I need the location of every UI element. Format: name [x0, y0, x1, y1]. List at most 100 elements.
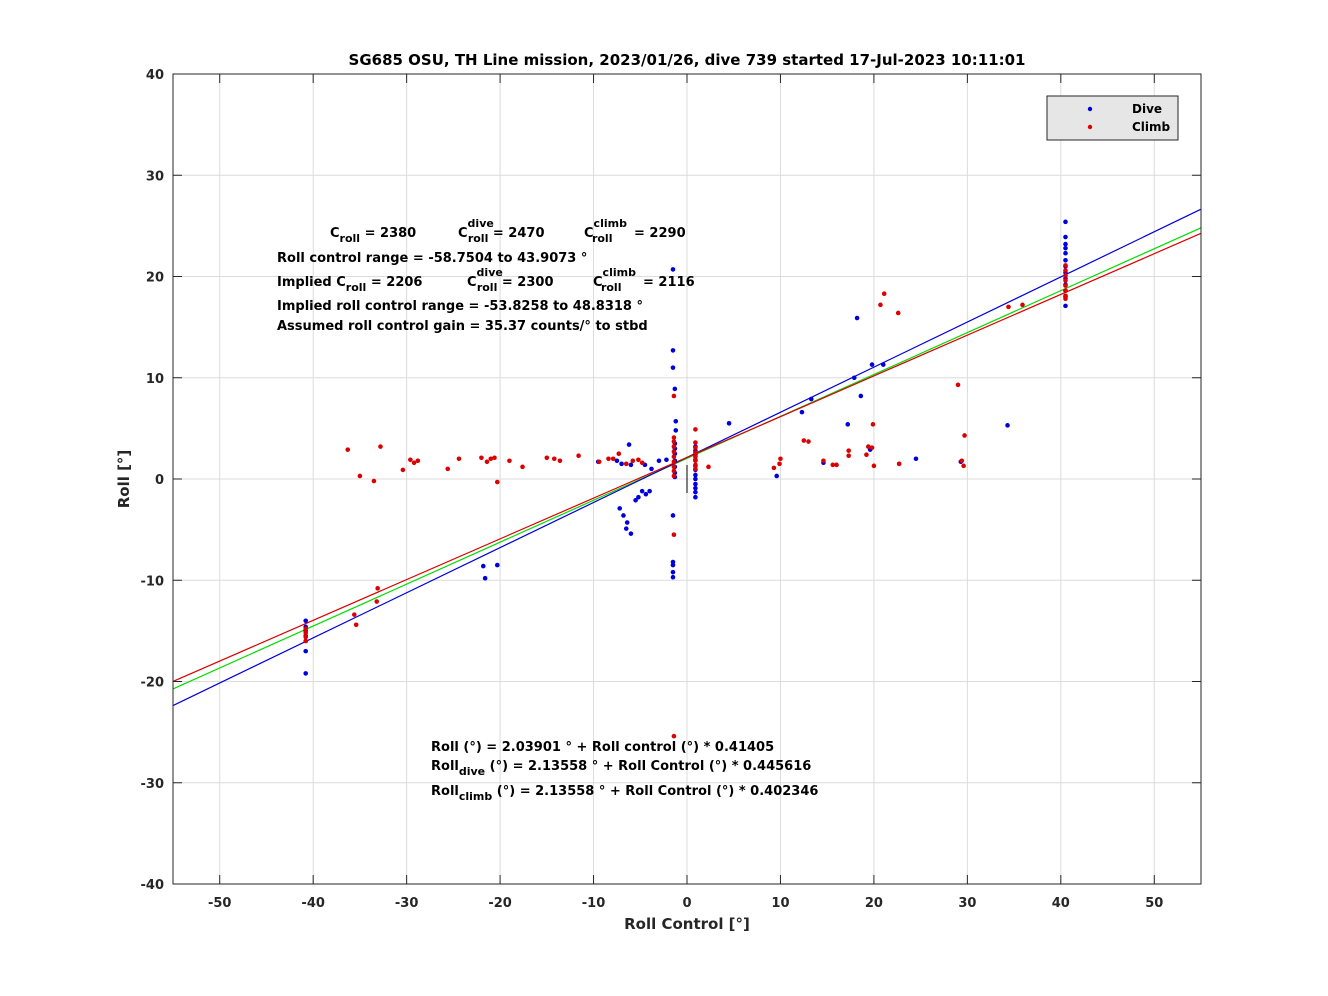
climb-point: [1063, 273, 1068, 278]
dive-point: [623, 526, 629, 531]
dive-point: [808, 396, 814, 402]
dive-point: [693, 489, 698, 495]
climb-point: [415, 458, 421, 464]
climb-point: [821, 458, 826, 464]
dive-point: [774, 473, 780, 479]
climb-point: [806, 439, 811, 444]
dive-point: [664, 457, 669, 463]
dive-point: [673, 428, 679, 433]
y-tick-label: -40: [141, 878, 165, 893]
dive-point: [303, 648, 309, 654]
x-tick-label: 0: [682, 896, 691, 911]
climb-point: [303, 626, 309, 632]
dive-point: [303, 671, 309, 676]
x-tick-label: -20: [488, 896, 512, 911]
climb-point: [864, 452, 869, 458]
x-axis-label: Roll Control [°]: [624, 915, 750, 933]
climb-point: [345, 447, 351, 452]
climb-point: [445, 466, 451, 472]
dive-point: [726, 421, 732, 426]
fit-climb-line: [172, 232, 1202, 682]
climb-point: [1063, 288, 1068, 293]
climb-point: [896, 461, 902, 467]
climb-point: [1063, 263, 1068, 268]
climb-point: [1006, 304, 1011, 310]
climb-point: [693, 458, 698, 464]
climb-point: [869, 445, 875, 450]
implied-c-roll-dive-annotation: Cdive roll = 2300: [467, 266, 554, 294]
climb-point: [488, 456, 494, 462]
climb-point: [623, 461, 629, 467]
dive-point: [1063, 303, 1068, 309]
x-tick-label: -10: [582, 896, 606, 911]
climb-point: [771, 465, 777, 471]
climb-point: [408, 457, 413, 463]
climb-point: [520, 464, 525, 470]
climb-point: [693, 466, 698, 472]
dive-point: [1063, 258, 1068, 263]
x-tick-label: -30: [395, 896, 419, 911]
dive-point: [633, 497, 638, 503]
c-roll-dive-annotation: Cdive roll = 2470: [458, 217, 545, 245]
y-tick-label: 10: [146, 372, 164, 387]
dive-point: [626, 442, 632, 447]
dive-point: [643, 491, 649, 497]
climb-point: [881, 291, 887, 297]
fit-equation-all: Roll (°) = 2.03901 ° + Roll control (°) …: [431, 740, 774, 755]
y-tick-label: -30: [141, 777, 165, 792]
climb-point: [959, 458, 965, 464]
dive-point: [303, 618, 309, 624]
dive-point: [1063, 219, 1068, 225]
climb-point: [693, 445, 698, 450]
climb-point: [961, 463, 966, 469]
legend: Dive Climb: [1046, 95, 1179, 141]
y-axis-label: Roll [°]: [115, 450, 133, 509]
dive-point: [624, 520, 630, 525]
climb-point: [801, 438, 807, 443]
climb-point: [551, 456, 557, 462]
implied-c-roll-climb-annotation: Cclimb roll = 2116: [593, 266, 695, 294]
implied-c-roll-annotation: Implied Croll = 2206: [277, 275, 422, 294]
climb-point: [378, 444, 383, 449]
dive-point: [1063, 241, 1068, 247]
climb-point: [671, 468, 677, 474]
climb-point: [411, 460, 417, 466]
climb-point: [671, 435, 677, 440]
dive-point: [693, 494, 698, 500]
dive-point: [670, 365, 676, 370]
climb-point: [830, 462, 836, 468]
climb-point: [671, 459, 677, 465]
y-tick-label: 40: [146, 68, 164, 83]
dive-point: [670, 562, 676, 568]
climb-point: [352, 612, 357, 617]
climb-point: [834, 462, 839, 468]
climb-point: [606, 456, 611, 462]
climb-point: [878, 302, 883, 308]
dive-point: [913, 456, 919, 462]
x-tick-label: 40: [1052, 896, 1070, 911]
climb-point: [494, 479, 500, 485]
climb-point: [693, 427, 698, 432]
dive-point: [670, 267, 676, 272]
climb-point: [576, 453, 581, 459]
climb-point: [706, 464, 711, 470]
climb-point: [544, 455, 550, 461]
roll-control-range-annotation: Roll control range = -58.7504 to 43.9073…: [277, 251, 587, 266]
legend-box: [1046, 95, 1179, 141]
climb-point: [492, 455, 497, 461]
dive-point: [619, 461, 624, 467]
climb-point: [371, 478, 377, 484]
climb-point: [846, 453, 851, 459]
legend-label-climb: Climb: [1132, 120, 1171, 134]
climb-point: [871, 463, 877, 469]
climb-point: [639, 460, 645, 466]
dive-point: [482, 575, 488, 581]
dive-point: [854, 315, 860, 321]
axis-ticks: -50 -40 -30 -20 -10 0 10 20 30 40 50 -40 -30 -20 -10 0 1…: [141, 68, 1201, 911]
climb-point: [630, 458, 636, 464]
climb-point: [303, 638, 309, 644]
climb-point: [671, 393, 677, 399]
dive-point: [621, 513, 626, 518]
climb-point: [671, 444, 677, 449]
